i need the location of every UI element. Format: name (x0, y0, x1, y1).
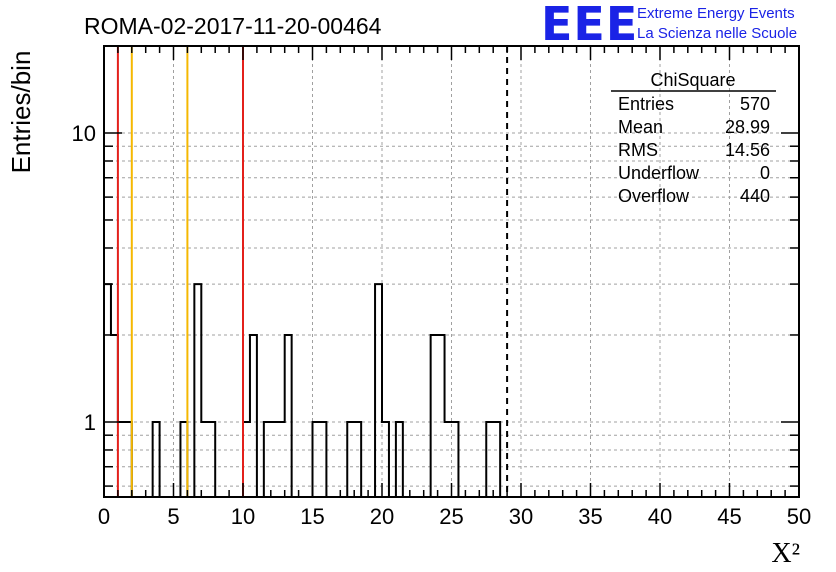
x-tick-label: 25 (439, 504, 463, 529)
histogram-bin (375, 284, 382, 497)
grid (104, 46, 799, 497)
x-tick-label: 20 (370, 504, 394, 529)
x-tick-label: 15 (300, 504, 324, 529)
x-tick-label: 10 (231, 504, 255, 529)
stats-value: 14.56 (725, 140, 770, 160)
x-tick-label: 50 (787, 504, 811, 529)
histogram-bin (111, 335, 118, 497)
stats-label: Underflow (618, 163, 700, 183)
histogram-bin (194, 284, 201, 497)
stats-value: 440 (740, 186, 770, 206)
x-tick-label: 40 (648, 504, 672, 529)
x-tick-label: 30 (509, 504, 533, 529)
y-tick-label: 1 (84, 410, 96, 435)
y-tick-label: 10 (72, 121, 96, 146)
x-tick-label: 35 (578, 504, 602, 529)
histogram-bin (431, 335, 438, 497)
stats-label: Entries (618, 94, 674, 114)
stats-value: 28.99 (725, 117, 770, 137)
logo-line-1: Extreme Energy Events (637, 5, 795, 22)
y-axis-label: Entries/bin (6, 51, 36, 174)
stats-label: Mean (618, 117, 663, 137)
axis-ticks (103, 46, 800, 497)
stats-rows: Entries 570 Mean 28.99 RMS 14.56 Underflow 0 Ove… (618, 94, 770, 206)
stats-box: ChiSquare Entries 570 Mean 28.99 RMS 14.56 Und… (611, 70, 776, 206)
histogram-bin (438, 335, 445, 497)
logo-mark: EEE (541, 0, 638, 51)
histogram-bin (104, 284, 111, 497)
x-tick-label: 0 (98, 504, 110, 529)
stats-title: ChiSquare (650, 70, 735, 90)
x-tick-label: 45 (717, 504, 741, 529)
eee-logo: EEE Extreme Energy Events La Scienza nel… (541, 0, 797, 51)
stats-value: 0 (760, 163, 770, 183)
x-tick-label: 5 (167, 504, 179, 529)
stats-label: Overflow (618, 186, 690, 206)
tick-labels: 0 5 10 15 20 25 30 35 40 45 50 1 10 (72, 121, 812, 529)
stats-value: 570 (740, 94, 770, 114)
logo-line-2: La Scienza nelle Scuole (637, 25, 797, 42)
x-axis-label: X² (771, 538, 800, 569)
stats-label: RMS (618, 140, 658, 160)
histogram-bin (250, 335, 257, 497)
histogram-bin (285, 335, 292, 497)
chart-title: ROMA-02-2017-11-20-00464 (84, 13, 382, 39)
